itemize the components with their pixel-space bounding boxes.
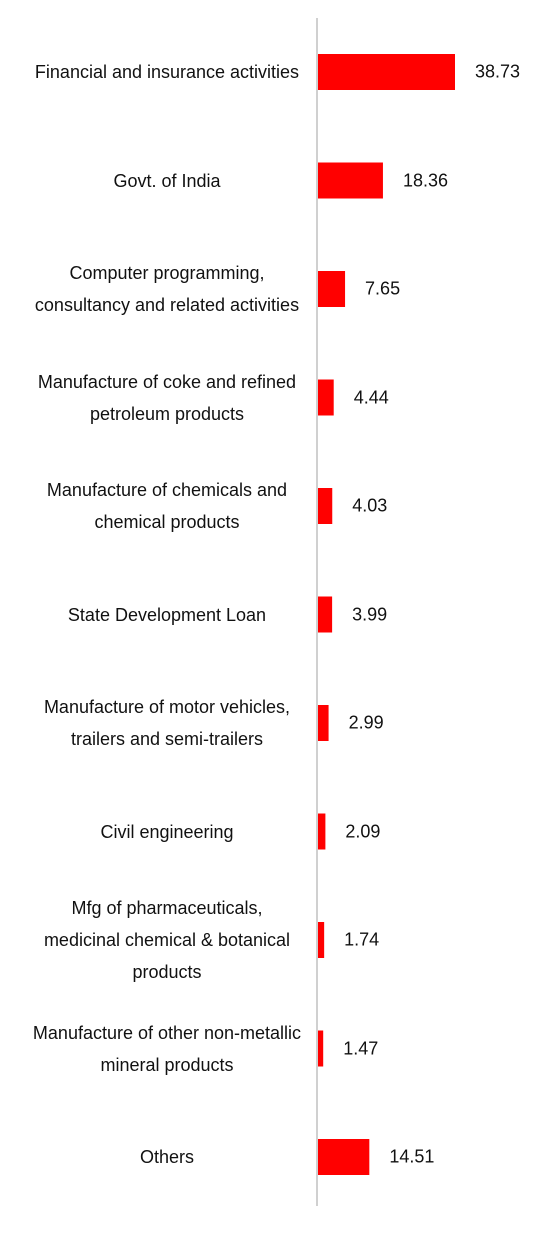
bar: [318, 1139, 370, 1175]
category-label: Others: [139, 1147, 195, 1167]
value-label: 1.74: [344, 929, 380, 950]
category-label: Computer programming, consultancy and re…: [34, 263, 300, 315]
bar: [318, 271, 346, 307]
value-label: 38.73: [475, 61, 521, 82]
category-label: Manufacture of chemicals and chemical pr…: [46, 480, 288, 532]
bar: [318, 922, 325, 958]
category-label: Manufacture of motor vehicles, trailers …: [43, 697, 291, 749]
value-label: 2.09: [345, 821, 381, 841]
category-label: Civil engineering: [100, 821, 234, 842]
value-label: 4.44: [353, 387, 389, 407]
bar: [318, 54, 455, 90]
category-label: Mfg of pharmaceuticals, medicinal chemic…: [43, 898, 291, 982]
bar: [318, 1030, 324, 1067]
value-label: 7.65: [365, 278, 401, 299]
bar: [318, 162, 383, 199]
value-label: 4.03: [352, 495, 388, 516]
bar: [318, 488, 333, 524]
value-label: 1.47: [343, 1038, 379, 1058]
category-label: State Development Loan: [67, 604, 267, 625]
category-label: Manufacture of coke and refined petroleu…: [37, 371, 297, 424]
value-label: 14.51: [389, 1146, 435, 1167]
bar: [318, 813, 326, 850]
category-label: Manufacture of other non-metallic minera…: [32, 1022, 302, 1075]
bar: [318, 705, 329, 741]
category-label: Govt. of India: [113, 170, 221, 191]
category-label: Financial and insurance activities: [34, 62, 300, 82]
bar: [318, 379, 334, 416]
value-label: 3.99: [352, 604, 388, 624]
bar: [318, 596, 333, 633]
value-label: 18.36: [402, 170, 448, 190]
value-label: 2.99: [348, 712, 384, 733]
